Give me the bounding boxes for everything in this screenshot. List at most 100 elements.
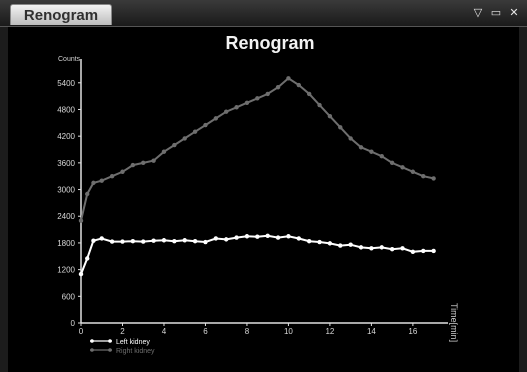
window-border-left	[0, 27, 8, 372]
data-point-right-kidney	[172, 142, 177, 148]
data-point-right-kidney	[109, 174, 115, 179]
x-axis-label: Time[min]	[449, 303, 459, 342]
data-point-left-kidney	[265, 233, 270, 239]
data-point-right-kidney	[151, 158, 156, 163]
restore-icon[interactable]: ▭	[490, 7, 502, 19]
data-point-left-kidney	[379, 245, 384, 250]
data-point-left-kidney	[120, 239, 125, 244]
data-point-left-kidney	[161, 238, 167, 243]
data-point-left-kidney	[172, 238, 177, 244]
data-point-left-kidney	[327, 241, 333, 246]
data-point-left-kidney	[410, 249, 416, 255]
data-point-left-kidney	[338, 243, 343, 248]
data-point-right-kidney	[358, 145, 364, 150]
data-point-right-kidney	[203, 122, 208, 128]
data-point-left-kidney	[234, 235, 239, 240]
legend-marker-right-kidney	[108, 348, 112, 352]
data-point-right-kidney	[234, 105, 239, 110]
data-point-left-kidney	[400, 246, 405, 251]
data-point-left-kidney	[389, 246, 395, 252]
data-point-left-kidney	[296, 236, 301, 241]
data-point-left-kidney	[99, 236, 104, 241]
data-point-right-kidney	[141, 160, 146, 166]
data-point-left-kidney	[348, 242, 353, 247]
data-point-right-kidney	[192, 129, 198, 134]
data-point-left-kidney	[224, 237, 229, 242]
data-point-right-kidney	[91, 180, 96, 186]
data-point-right-kidney	[120, 169, 125, 174]
data-point-right-kidney	[275, 85, 281, 90]
y-tick-label: 3000	[57, 186, 75, 195]
x-tick-label: 10	[284, 327, 293, 336]
data-point-right-kidney	[182, 136, 187, 141]
data-point-left-kidney	[255, 234, 260, 239]
y-tick-label: 2400	[57, 212, 75, 221]
legend-label-left-kidney: Left kidney	[116, 339, 150, 346]
data-point-left-kidney	[85, 256, 90, 261]
data-point-right-kidney	[78, 218, 84, 223]
x-tick-label: 4	[162, 327, 167, 336]
data-point-right-kidney	[224, 109, 229, 114]
x-tick-label: 0	[79, 327, 84, 336]
data-point-left-kidney	[306, 238, 312, 244]
data-point-left-kidney	[141, 239, 146, 244]
data-point-right-kidney	[244, 100, 250, 106]
close-icon[interactable]: ✕	[509, 7, 519, 19]
data-point-left-kidney	[182, 238, 187, 243]
data-point-left-kidney	[213, 236, 219, 241]
y-tick-label: 4800	[57, 105, 75, 114]
data-point-right-kidney	[99, 178, 104, 183]
data-point-left-kidney	[317, 239, 322, 245]
data-point-left-kidney	[91, 238, 96, 243]
renogram-chart: Renogram Counts Time[min] 06001200180024…	[57, 33, 459, 355]
data-point-right-kidney	[400, 165, 405, 170]
y-tick-label: 600	[62, 292, 76, 301]
data-point-left-kidney	[244, 234, 250, 239]
x-tick-label: 6	[203, 327, 208, 336]
x-tick-label: 12	[325, 327, 334, 336]
data-point-right-kidney	[317, 102, 322, 108]
chart-area: Renogram Counts Time[min] 0 600 1200 1800 24…	[8, 27, 519, 372]
data-point-right-kidney	[296, 82, 301, 88]
data-point-right-kidney	[255, 96, 260, 101]
x-tick-label: 14	[367, 327, 376, 336]
y-tick-label: 5400	[57, 79, 75, 88]
data-point-right-kidney	[369, 149, 374, 154]
data-point-right-kidney	[265, 91, 270, 97]
data-point-right-kidney	[306, 91, 312, 97]
y-tick-label: 0	[71, 319, 76, 328]
data-point-left-kidney	[369, 246, 374, 251]
data-point-left-kidney	[421, 248, 426, 254]
y-tick-label: 4200	[57, 132, 75, 141]
legend-marker-right-kidney	[90, 348, 94, 352]
chevron-down-icon[interactable]: ▽	[473, 7, 483, 19]
window-border-right	[519, 27, 527, 372]
legend-label-right-kidney: Right kidney	[116, 348, 155, 355]
data-point-right-kidney	[327, 113, 333, 119]
x-tick-label: 8	[245, 327, 250, 336]
data-point-left-kidney	[151, 238, 156, 243]
data-point-right-kidney	[286, 76, 291, 81]
data-point-left-kidney	[286, 234, 291, 239]
data-point-right-kidney	[379, 153, 384, 159]
data-point-right-kidney	[161, 149, 167, 154]
tab-renogram[interactable]: Renogram	[10, 4, 112, 25]
data-point-right-kidney	[348, 136, 353, 141]
data-point-right-kidney	[431, 176, 436, 181]
legend-marker-left-kidney	[108, 339, 112, 343]
legend-marker-left-kidney	[90, 339, 94, 343]
data-point-right-kidney	[389, 160, 395, 166]
window-titlebar: Renogram ▽ ▭ ✕	[0, 0, 527, 27]
data-point-right-kidney	[130, 162, 136, 168]
x-tick-label: 16	[408, 327, 417, 336]
data-point-right-kidney	[410, 169, 416, 174]
data-point-left-kidney	[431, 248, 436, 254]
chart-title: Renogram	[225, 33, 314, 53]
data-point-left-kidney	[358, 245, 364, 250]
data-point-left-kidney	[203, 239, 208, 245]
data-point-left-kidney	[78, 271, 84, 277]
data-point-left-kidney	[109, 239, 115, 244]
data-point-left-kidney	[130, 238, 136, 244]
y-axis-label: Counts	[58, 56, 81, 63]
